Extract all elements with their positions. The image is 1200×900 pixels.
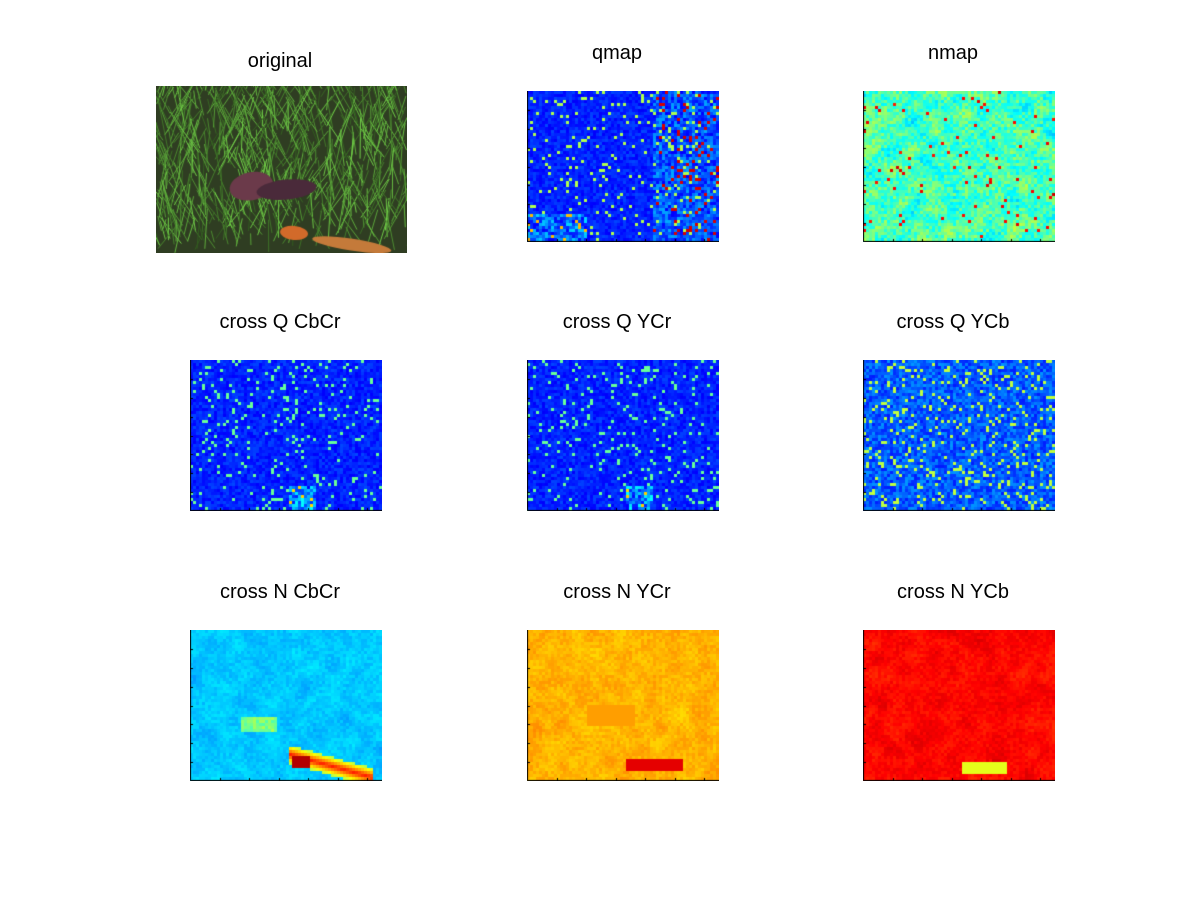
cross-q-ycb-heatmap (863, 360, 1055, 511)
panel-title-qmap: qmap (591, 42, 643, 64)
panel-title-original: original (247, 50, 313, 72)
panel-title-cross-n-ycr: cross N YCr (563, 581, 671, 603)
original-photo (156, 86, 407, 253)
panel-title-cross-q-ycb: cross Q YCb (896, 311, 1010, 333)
cross-n-ycb-heatmap (863, 630, 1055, 781)
nmap-heatmap (863, 91, 1055, 242)
cross-q-cbcr-heatmap (190, 360, 382, 511)
qmap-heatmap (527, 91, 719, 242)
panel-title-cross-q-cbcr: cross Q CbCr (219, 311, 341, 333)
panel-title-cross-q-ycr: cross Q YCr (562, 311, 672, 333)
panel-title-nmap: nmap (927, 42, 979, 64)
panel-title-cross-n-ycb: cross N YCb (897, 581, 1009, 603)
panel-title-cross-n-cbcr: cross N CbCr (219, 581, 341, 603)
cross-q-ycr-heatmap (527, 360, 719, 511)
cross-n-cbcr-heatmap (190, 630, 382, 781)
cross-n-ycr-heatmap (527, 630, 719, 781)
